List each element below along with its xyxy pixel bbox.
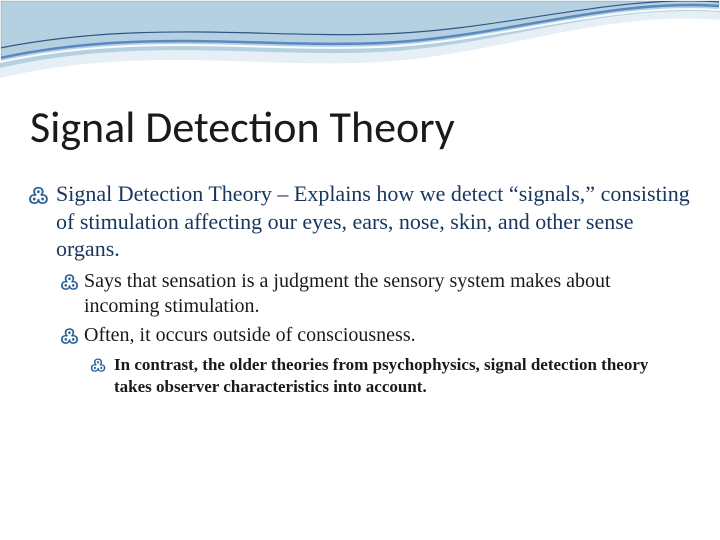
bullet-level1-text: Signal Detection Theory – Explains how w… [56,181,690,261]
bullet-glyph-icon: ߷ [60,271,79,296]
bullet-level2b-text: Often, it occurs outside of consciousnes… [84,324,416,346]
bullet-level3-text: In contrast, the older theories from psy… [114,355,648,396]
bullet-level1: ߷ Signal Detection Theory – Explains how… [28,180,690,263]
bullet-glyph-icon: ߷ [28,182,49,210]
content-area: ߷ Signal Detection Theory – Explains how… [28,180,690,398]
bullet-level2a: ߷ Says that sensation is a judgment the … [28,269,690,319]
bullet-level3: ߷ In contrast, the older theories from p… [28,354,690,398]
slide-title: Signal Detection Theory [30,100,455,154]
bullet-level2b: ߷ Often, it occurs outside of consciousn… [28,323,690,348]
wave-decoration [0,0,720,100]
bullet-glyph-icon: ߷ [90,355,106,377]
bullet-level2a-text: Says that sensation is a judgment the se… [84,270,611,317]
bullet-glyph-icon: ߷ [60,325,79,350]
